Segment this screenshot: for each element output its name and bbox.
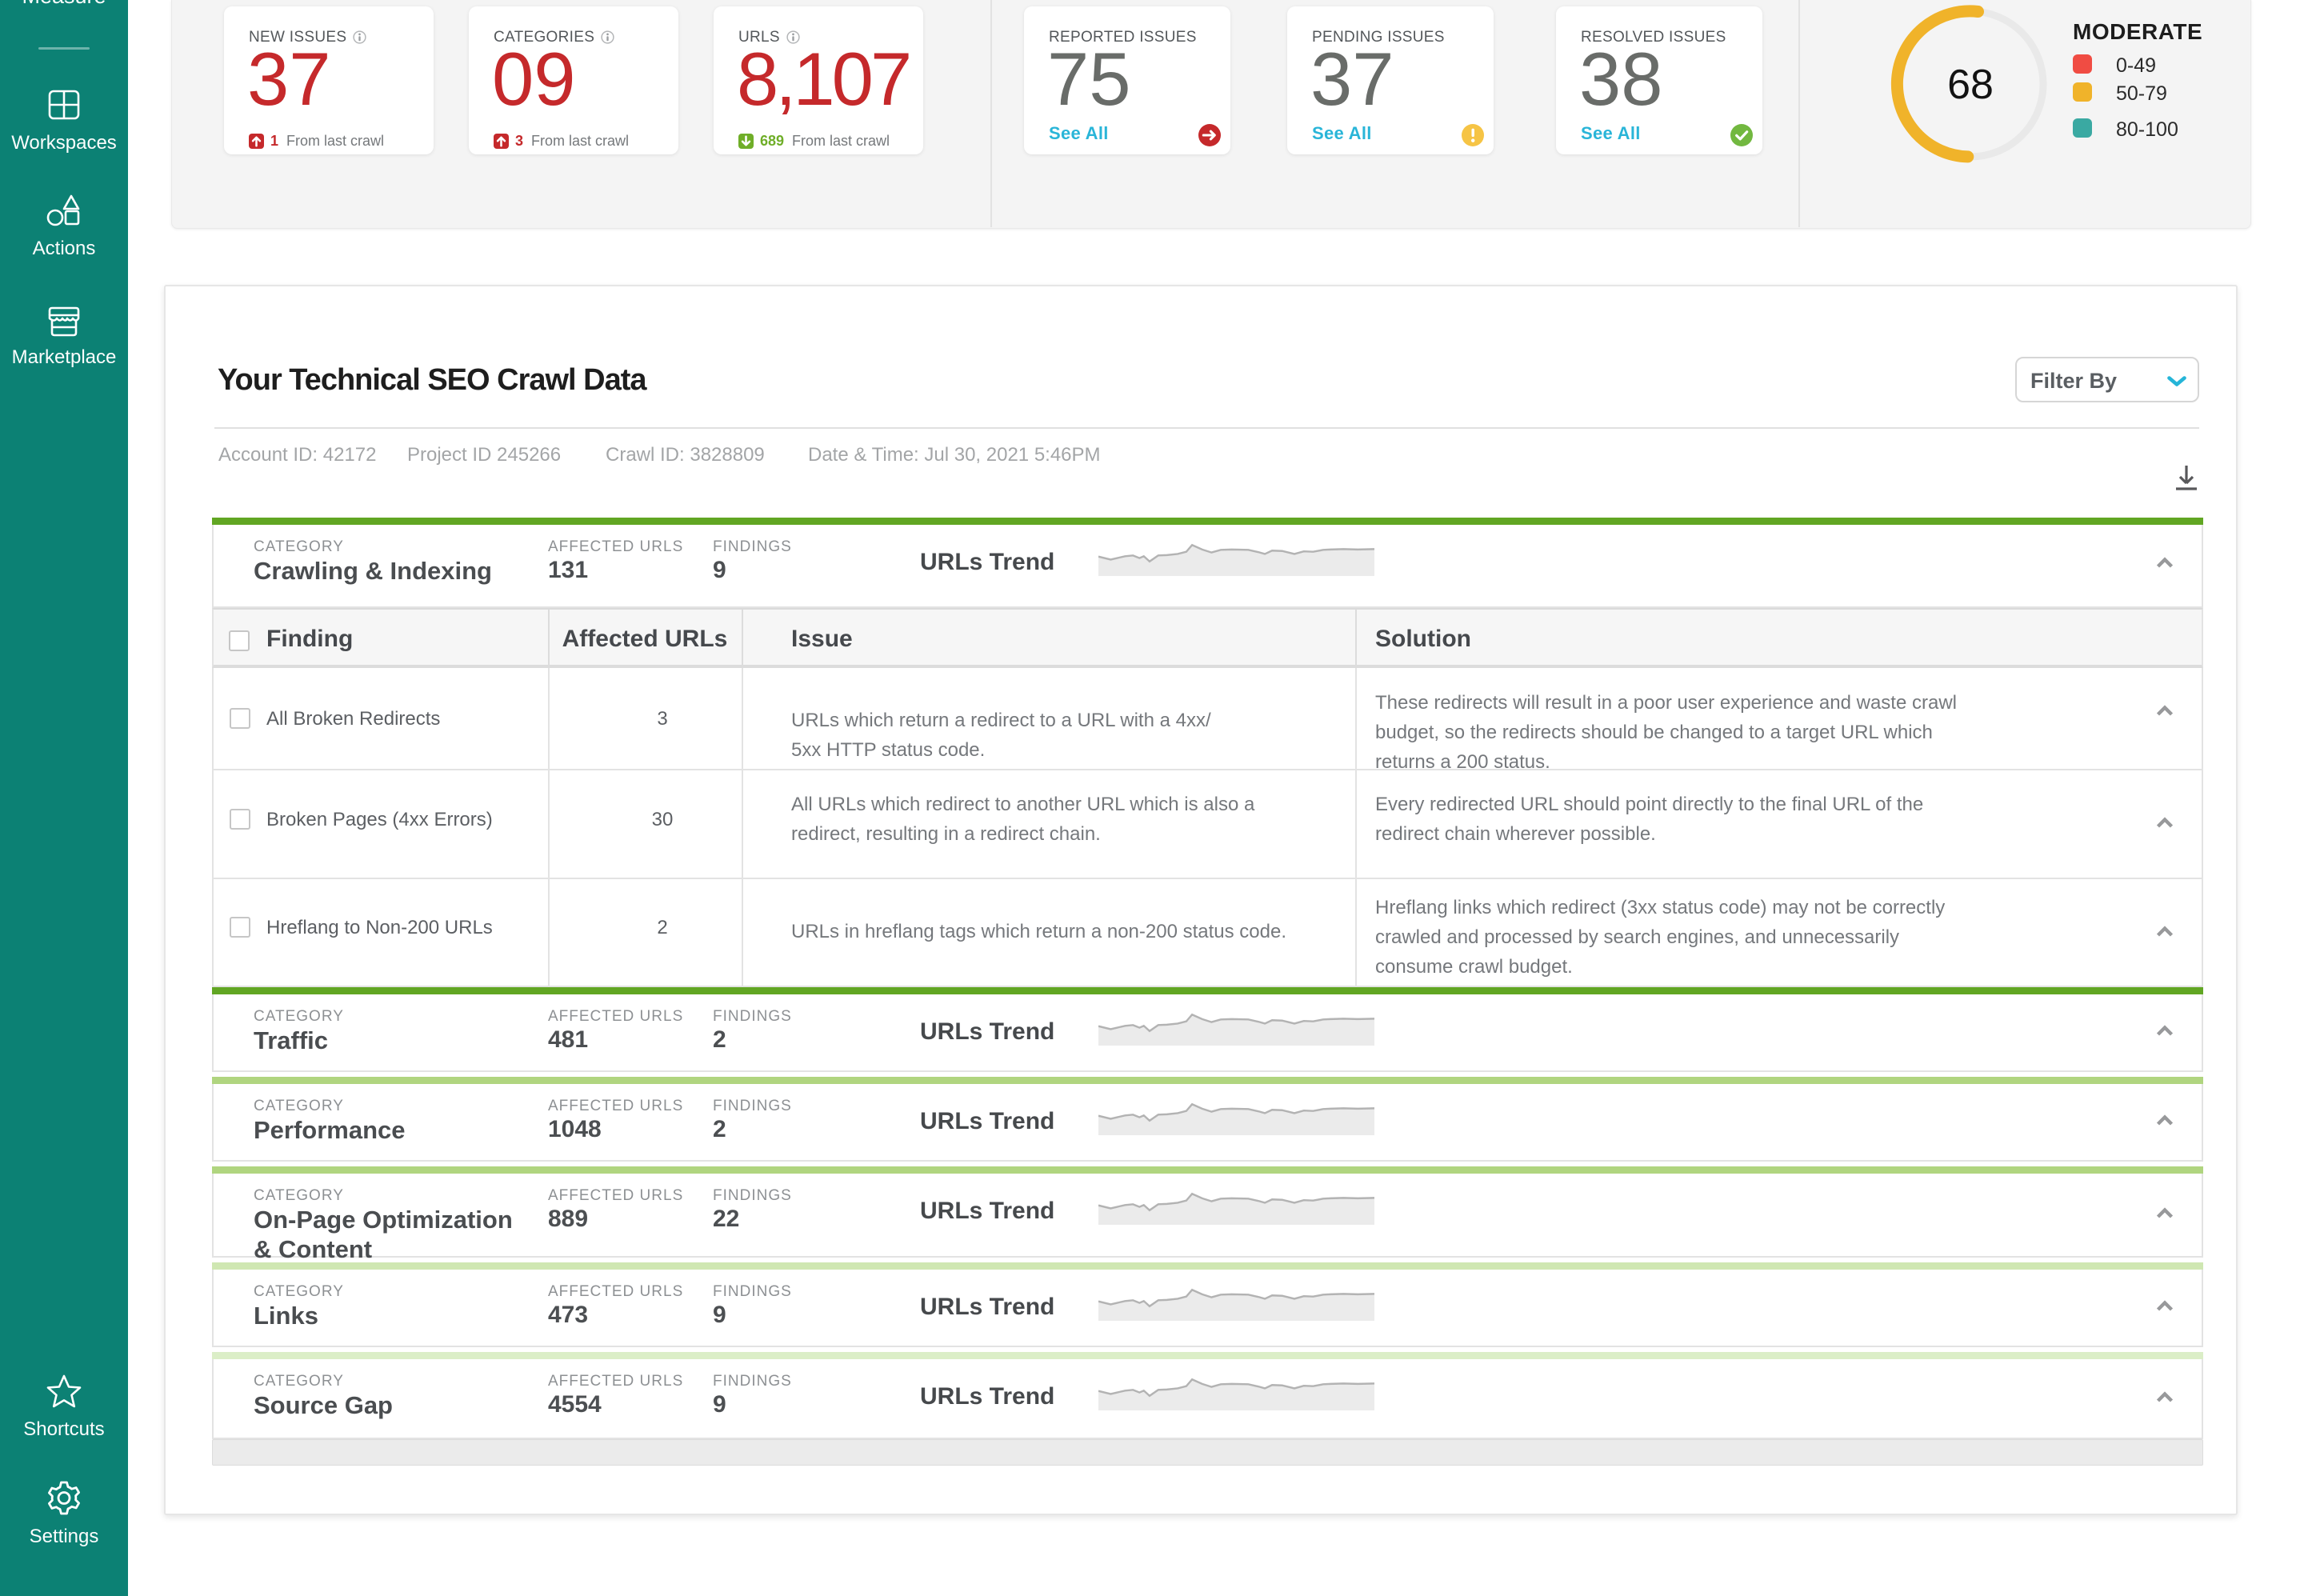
svg-text:68: 68 [1947,62,1994,108]
